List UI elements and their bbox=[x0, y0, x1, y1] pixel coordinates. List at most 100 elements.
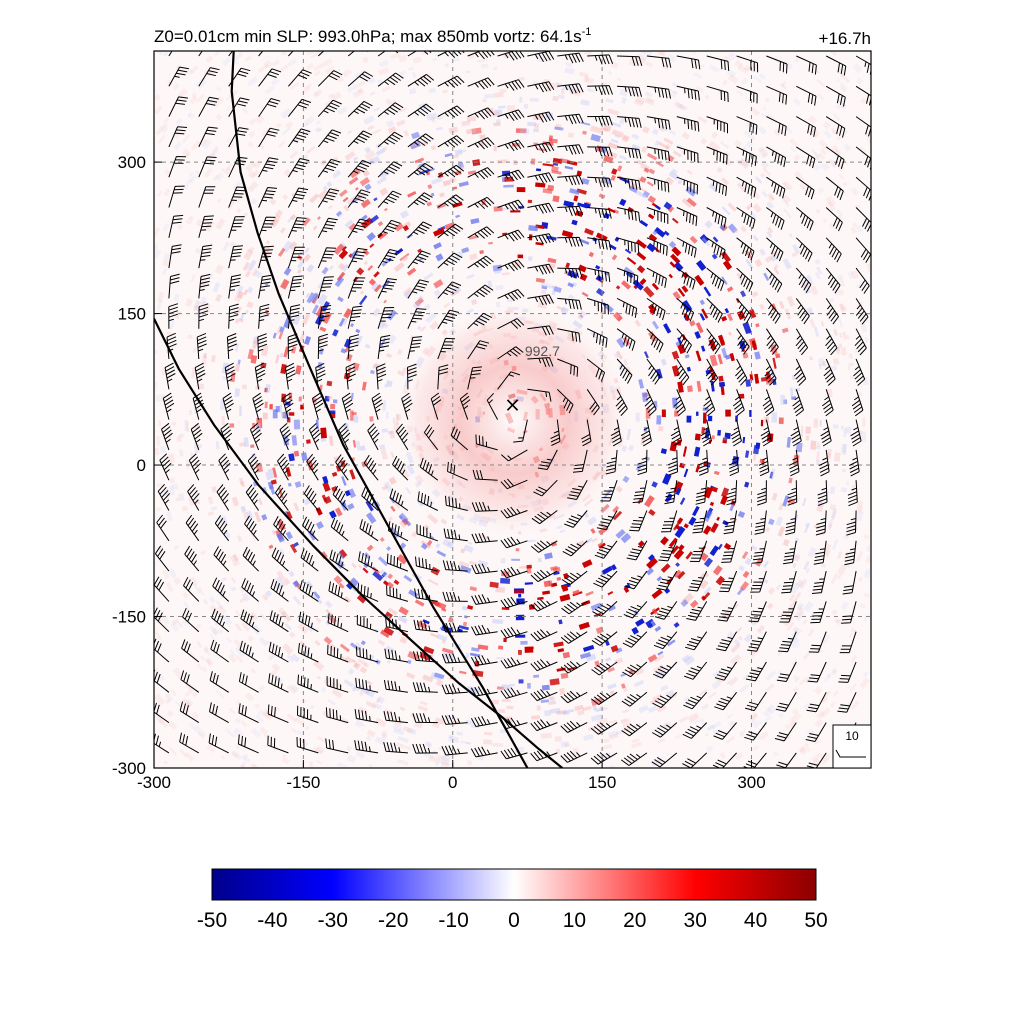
vorticity-cell bbox=[387, 607, 398, 616]
wind-barb bbox=[377, 278, 397, 299]
vorticity-cell bbox=[576, 170, 583, 177]
vorticity-cell bbox=[460, 740, 472, 745]
vorticity-cell bbox=[639, 219, 649, 228]
vorticity-cell bbox=[162, 222, 170, 232]
vorticity-cell bbox=[361, 214, 368, 221]
vorticity-cell bbox=[717, 334, 726, 345]
vorticity-cell bbox=[420, 540, 432, 549]
vorticity-cell bbox=[430, 116, 436, 123]
vorticity-cell bbox=[372, 570, 384, 582]
vorticity-cell bbox=[688, 516, 697, 526]
vorticity-cell bbox=[172, 129, 182, 140]
vorticity-cell bbox=[557, 648, 565, 653]
vorticity-cell bbox=[673, 481, 684, 494]
vorticity-cell bbox=[644, 456, 650, 461]
vorticity-cell bbox=[369, 91, 376, 96]
vorticity-cell bbox=[850, 226, 857, 234]
vorticity-cell bbox=[263, 711, 272, 720]
wind-barb bbox=[228, 245, 243, 269]
wind-barb bbox=[287, 304, 301, 329]
vorticity-cell bbox=[577, 314, 584, 320]
wind-barb bbox=[736, 55, 759, 73]
vorticity-cell bbox=[191, 710, 200, 720]
wind-barb bbox=[592, 601, 618, 617]
vorticity-cell bbox=[501, 684, 511, 690]
wind-barb bbox=[616, 297, 638, 318]
vorticity-cell bbox=[356, 594, 367, 604]
wind-barb bbox=[188, 453, 202, 481]
wind-barb bbox=[317, 99, 342, 117]
vorticity-cell bbox=[369, 416, 374, 422]
vorticity-cell bbox=[185, 700, 192, 708]
wind-barb bbox=[744, 692, 767, 712]
vorticity-cell bbox=[229, 707, 236, 715]
vorticity-cell bbox=[282, 643, 294, 655]
wind-barb bbox=[646, 207, 669, 224]
vorticity-cell bbox=[322, 475, 329, 484]
vorticity-cell bbox=[344, 68, 352, 76]
vorticity-cell bbox=[232, 727, 244, 738]
vorticity-cell bbox=[362, 169, 370, 177]
vorticity-cell bbox=[696, 380, 702, 392]
vorticity-cell bbox=[382, 400, 387, 412]
vorticity-cell bbox=[433, 242, 442, 250]
vorticity-cell bbox=[188, 651, 196, 660]
vorticity-cell bbox=[271, 529, 277, 536]
wind-barb bbox=[806, 692, 827, 713]
vorticity-cell bbox=[798, 182, 807, 191]
wind-barb bbox=[192, 392, 205, 420]
vorticity-cell bbox=[459, 670, 467, 675]
wind-barb bbox=[527, 51, 555, 62]
wind-barb bbox=[587, 85, 613, 96]
vorticity-cell bbox=[584, 51, 593, 56]
vorticity-cell bbox=[864, 555, 871, 564]
vorticity-cell bbox=[643, 351, 649, 359]
vorticity-cell bbox=[607, 667, 615, 673]
wind-barb bbox=[560, 750, 588, 763]
y-tick-label: -150 bbox=[112, 608, 146, 627]
vorticity-cell bbox=[779, 609, 786, 617]
wind-barb bbox=[198, 215, 214, 238]
vorticity-cell bbox=[205, 658, 212, 666]
vorticity-cell bbox=[612, 510, 623, 521]
wind-barb bbox=[527, 141, 555, 154]
vorticity-cell bbox=[565, 262, 571, 269]
wind-barb bbox=[557, 358, 579, 377]
wind-barb bbox=[317, 217, 338, 239]
vorticity-cell bbox=[708, 182, 719, 192]
vorticity-cell bbox=[199, 383, 205, 390]
vorticity-cell bbox=[495, 586, 506, 593]
vorticity-cell bbox=[585, 77, 595, 84]
vorticity-cell bbox=[829, 701, 836, 708]
vorticity-cell bbox=[796, 579, 805, 588]
wind-key-barb bbox=[835, 749, 866, 758]
wind-barb bbox=[279, 423, 292, 451]
vorticity-cell bbox=[247, 170, 256, 179]
vorticity-cell bbox=[836, 551, 843, 560]
vorticity-cell bbox=[831, 667, 838, 675]
wind-barb bbox=[795, 237, 813, 262]
vorticity-cell bbox=[541, 296, 554, 304]
vorticity-cell bbox=[211, 148, 220, 157]
vorticity-cell bbox=[373, 197, 378, 202]
vorticity-cell bbox=[369, 243, 375, 249]
vorticity-cell bbox=[553, 571, 560, 576]
vorticity-cell bbox=[760, 112, 766, 118]
vorticity-cell bbox=[388, 476, 397, 485]
vorticity-cell bbox=[533, 674, 540, 678]
wind-barb bbox=[437, 337, 456, 360]
vorticity-cell bbox=[501, 699, 511, 702]
vorticity-cell bbox=[788, 477, 793, 484]
vorticity-cell bbox=[264, 401, 268, 409]
wind-barb bbox=[815, 510, 827, 536]
vorticity-cell bbox=[661, 409, 666, 418]
wind-barb bbox=[813, 540, 827, 565]
vorticity-cell bbox=[385, 380, 393, 388]
vorticity-cell bbox=[704, 220, 713, 229]
wind-barb bbox=[500, 478, 528, 490]
vorticity-cell bbox=[298, 737, 305, 743]
wind-barb bbox=[805, 722, 827, 742]
vorticity-cell bbox=[279, 326, 285, 333]
vorticity-cell bbox=[393, 579, 400, 586]
vorticity-cell bbox=[279, 404, 283, 413]
